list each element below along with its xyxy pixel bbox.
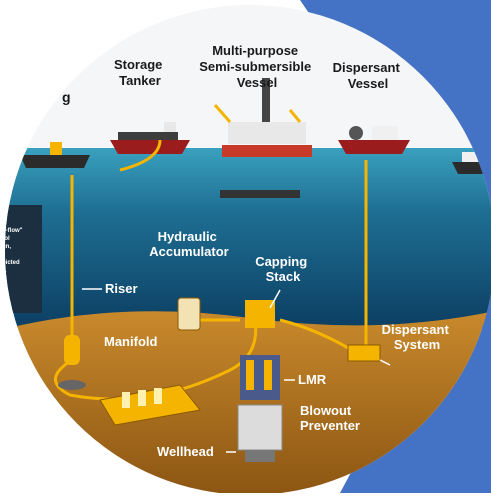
manifold-label: Manifold	[104, 334, 157, 349]
semi-submersible-vessel	[213, 78, 312, 198]
leader-lines	[82, 288, 391, 453]
ocean	[5, 148, 491, 328]
well-stack	[237, 300, 283, 462]
blowout-preventer-label: Blowout Preventer	[300, 403, 360, 433]
hydraulic-accumulator-label: Hydraulic Accumulator	[149, 229, 228, 259]
riser-base	[58, 335, 86, 390]
riser-label: Riser	[105, 281, 138, 296]
lmr-label: LMR	[298, 372, 327, 387]
hydraulic-accumulator-unit	[177, 297, 201, 331]
capping-stack-label: Capping Stack	[255, 254, 311, 284]
dispersant-system-label: Dispersant System	[382, 322, 453, 352]
storage-tanker-ship	[110, 122, 190, 154]
side-note-text: a d-flow" rol gn, picted y.	[2, 220, 24, 274]
multipurpose-vessel-label: Multi-purpose Semi-submersible Vessel	[199, 43, 315, 90]
wellhead-label: Wellhead	[157, 444, 214, 459]
side-note-box	[5, 205, 42, 313]
top-left-fragment: g	[62, 89, 71, 105]
left-tanker-ship	[20, 142, 90, 168]
storage-tanker-label: Storage Tanker	[114, 57, 166, 88]
dispersant-vessel-label: Dispersant Vessel	[333, 60, 404, 91]
manifold-structure	[99, 384, 201, 426]
dispersant-system-unit	[347, 344, 381, 362]
dispersant-vessel-ship	[338, 126, 410, 154]
